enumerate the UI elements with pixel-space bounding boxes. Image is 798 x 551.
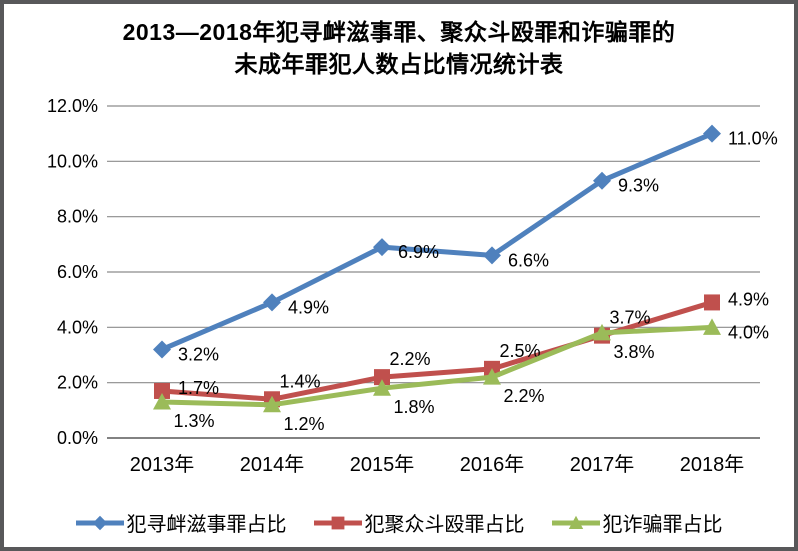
- data-label: 3.2%: [178, 344, 219, 364]
- data-label: 2.2%: [389, 349, 430, 369]
- legend-square-icon: [313, 516, 362, 529]
- y-axis-tick-label: 0.0%: [57, 428, 98, 448]
- marker-diamond-icon: [593, 171, 611, 190]
- y-axis-tick-label: 2.0%: [57, 373, 98, 393]
- y-axis-tick-label: 8.0%: [57, 207, 98, 227]
- chart-title-line1: 2013—2018年犯寻衅滋事罪、聚众斗殴罪和诈骗罪的: [122, 19, 676, 45]
- x-axis-tick-label: 2013年: [130, 453, 195, 476]
- series-犯聚众斗殴罪占比: 1.7% 1.4% 2.2% 2.5% 3.7% 4.9%: [154, 289, 769, 408]
- legend-item: 犯寻衅滋事罪占比: [75, 508, 287, 537]
- series-犯诈骗罪占比: 1.3% 1.2% 1.8% 2.2% 3.8% 4.0%: [153, 318, 769, 434]
- marker-diamond-icon: [153, 340, 171, 359]
- legend-item: 犯聚众斗殴罪占比: [313, 508, 525, 537]
- x-axis-tick-label: 2016年: [460, 453, 525, 476]
- legend-label: 犯诈骗罪占比: [602, 514, 723, 536]
- x-axis-tick-label: 2017年: [570, 453, 635, 476]
- marker-diamond-icon: [92, 515, 107, 530]
- x-axis-tick-label: 2015年: [350, 453, 415, 476]
- marker-diamond-icon: [373, 238, 391, 257]
- marker-square-icon: [331, 516, 344, 529]
- data-label: 9.3%: [618, 176, 659, 196]
- marker-diamond-icon: [483, 246, 501, 265]
- y-axis-tick-label: 10.0%: [47, 151, 98, 171]
- data-label: 2.2%: [503, 386, 544, 406]
- data-label: 3.8%: [613, 342, 654, 362]
- legend-item: 犯诈骗罪占比: [551, 508, 723, 537]
- data-label: 4.9%: [288, 297, 329, 317]
- data-label: 1.2%: [283, 414, 324, 434]
- marker-diamond-icon: [703, 124, 721, 143]
- marker-triangle-icon: [568, 515, 583, 529]
- x-axis-tick-label: 2014年: [240, 453, 305, 476]
- data-label: 1.3%: [173, 411, 214, 431]
- series-line: [159, 131, 715, 352]
- legend-diamond-icon: [75, 515, 124, 530]
- data-label: 1.7%: [178, 378, 219, 398]
- legend-label: 犯寻衅滋事罪占比: [126, 514, 287, 536]
- marker-triangle-icon: [153, 393, 171, 410]
- marker-triangle-icon: [373, 379, 391, 396]
- chart-legend: 犯寻衅滋事罪占比 犯聚众斗殴罪占比 犯诈骗罪占比: [0, 508, 798, 537]
- data-label: 4.9%: [728, 289, 769, 309]
- data-label: 11.0%: [728, 129, 778, 149]
- series-line: [159, 324, 715, 408]
- data-label: 6.6%: [508, 250, 549, 270]
- data-label: 3.7%: [609, 308, 650, 328]
- y-axis-tick-label: 6.0%: [57, 262, 98, 282]
- chart-title-line2: 未成年罪犯人数占比情况统计表: [234, 51, 564, 77]
- marker-triangle-icon: [703, 318, 721, 335]
- data-label: 1.4%: [279, 371, 320, 391]
- y-axis-tick-label: 4.0%: [57, 317, 98, 337]
- legend-label: 犯聚众斗殴罪占比: [364, 514, 525, 536]
- marker-triangle-icon: [483, 368, 501, 385]
- data-label: 1.8%: [393, 397, 434, 417]
- series-犯寻衅滋事罪占比: 3.2% 4.9% 6.9% 6.6% 9.3% 11.0%: [153, 124, 778, 364]
- marker-diamond-icon: [263, 293, 281, 312]
- data-label: 2.5%: [499, 341, 540, 361]
- y-axis-tick-label: 12.0%: [47, 96, 98, 116]
- data-label: 6.9%: [398, 242, 439, 262]
- marker-square-icon: [704, 294, 720, 311]
- marker-square-icon: [154, 382, 170, 399]
- data-label: 4.0%: [728, 322, 769, 342]
- marker-triangle-icon: [593, 323, 611, 341]
- x-axis-tick-label: 2018年: [680, 453, 745, 476]
- legend-triangle-icon: [551, 515, 600, 529]
- chart-title: 2013—2018年犯寻衅滋事罪、聚众斗殴罪和诈骗罪的 未成年罪犯人数占比情况统…: [0, 16, 798, 80]
- marker-square-icon: [374, 369, 390, 386]
- marker-triangle-icon: [263, 395, 281, 413]
